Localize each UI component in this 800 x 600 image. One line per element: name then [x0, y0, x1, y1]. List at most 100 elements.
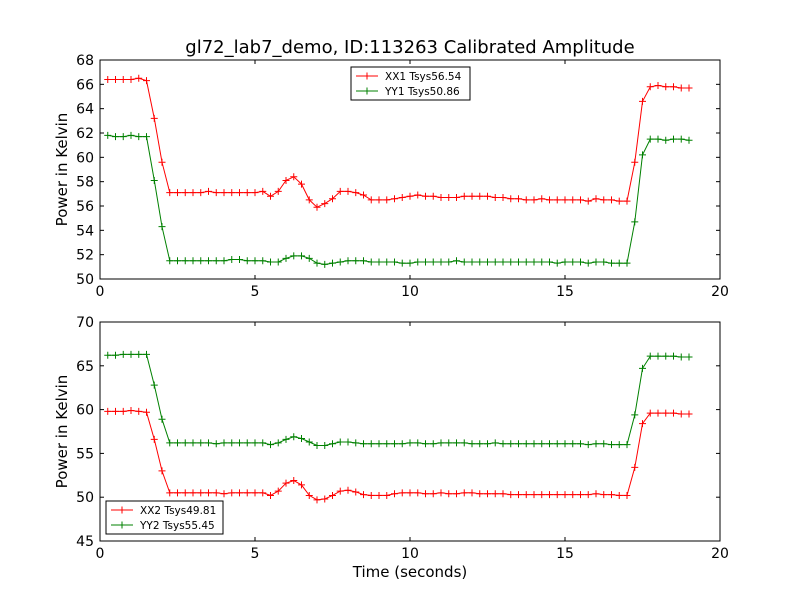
data-point: [677, 410, 685, 418]
data-point: [220, 439, 228, 447]
data-point: [321, 260, 329, 268]
data-point: [677, 353, 685, 361]
data-point: [538, 195, 546, 203]
data-point: [112, 407, 119, 415]
data-point: [577, 440, 584, 448]
data-point: [553, 491, 561, 499]
data-point: [383, 196, 391, 204]
y-tick-label: 50: [76, 490, 94, 506]
data-point: [298, 180, 305, 188]
x-tick-label: 10: [401, 546, 419, 562]
legend-box: [350, 66, 471, 101]
data-point: [422, 490, 429, 498]
data-point: [321, 200, 329, 208]
data-point: [127, 75, 135, 83]
data-point: [662, 352, 670, 360]
data-point: [499, 490, 507, 498]
data-point: [336, 487, 344, 495]
data-point: [406, 259, 414, 267]
data-point: [143, 133, 150, 141]
y-tick-label: 60: [76, 150, 94, 166]
data-point: [251, 189, 259, 197]
data-point: [259, 257, 267, 265]
data-point: [654, 135, 662, 143]
data-point: [352, 488, 360, 496]
data-point: [259, 187, 267, 195]
data-point: [460, 489, 468, 497]
data-point: [468, 192, 476, 200]
data-point: [360, 491, 367, 499]
data-point: [662, 136, 670, 144]
data-point: [205, 187, 212, 195]
data-point: [631, 158, 639, 166]
data-point: [468, 258, 476, 266]
data-point: [220, 257, 228, 265]
data-point: [174, 489, 181, 497]
data-point: [267, 441, 274, 449]
data-point: [197, 189, 205, 197]
data-point: [150, 381, 158, 389]
y-tick-label: 66: [76, 77, 94, 93]
data-point: [553, 440, 561, 448]
data-point: [615, 197, 623, 205]
data-point: [282, 176, 290, 184]
data-point: [212, 440, 220, 448]
data-point: [243, 257, 251, 265]
data-point: [522, 196, 530, 204]
data-point: [422, 192, 429, 200]
data-point: [166, 257, 174, 265]
data-point: [181, 189, 189, 197]
data-point: [243, 439, 251, 447]
y-axis-label: Power in Kelvin: [53, 113, 71, 227]
figure-title: gl72_lab7_demo, ID:113263 Calibrated Amp…: [185, 37, 634, 58]
data-point: [158, 415, 166, 423]
data-point: [352, 189, 360, 197]
legend-label: YY1 Tsys50.86: [384, 86, 460, 98]
data-point: [274, 439, 282, 447]
data-point: [383, 440, 391, 448]
data-point: [460, 439, 468, 447]
data-point: [476, 490, 484, 498]
legend-marker: [363, 72, 371, 80]
data-point: [584, 259, 592, 267]
data-point: [375, 491, 383, 499]
data-point: [360, 257, 367, 265]
data-point: [491, 193, 499, 201]
data-point: [336, 187, 344, 195]
data-point: [205, 257, 212, 265]
data-point: [445, 258, 453, 266]
data-point: [592, 440, 600, 448]
y-tick-label: 52: [76, 248, 94, 264]
data-point: [476, 192, 484, 200]
series-yy2: [104, 350, 693, 450]
data-point: [243, 189, 251, 197]
data-point: [530, 440, 538, 448]
data-point: [546, 196, 553, 204]
data-point: [561, 196, 569, 204]
legend-marker: [118, 521, 126, 529]
data-point: [468, 489, 476, 497]
data-point: [584, 491, 592, 499]
data-point: [267, 491, 274, 499]
data-point: [274, 187, 282, 195]
data-point: [174, 257, 181, 265]
data-point: [546, 491, 553, 499]
data-point: [391, 440, 398, 448]
data-point: [329, 195, 336, 203]
data-point: [569, 491, 577, 499]
data-point: [538, 440, 546, 448]
data-point: [569, 196, 577, 204]
data-point: [398, 259, 406, 267]
data-point: [197, 257, 205, 265]
data-point: [530, 258, 538, 266]
data-point: [298, 435, 305, 443]
x-tick-label: 20: [711, 284, 729, 300]
y-tick-label: 70: [76, 315, 94, 331]
data-point: [360, 191, 367, 199]
series-line: [107, 134, 690, 265]
data-point: [391, 195, 398, 203]
data-point: [538, 258, 546, 266]
data-point: [615, 441, 623, 449]
data-point: [344, 187, 352, 195]
